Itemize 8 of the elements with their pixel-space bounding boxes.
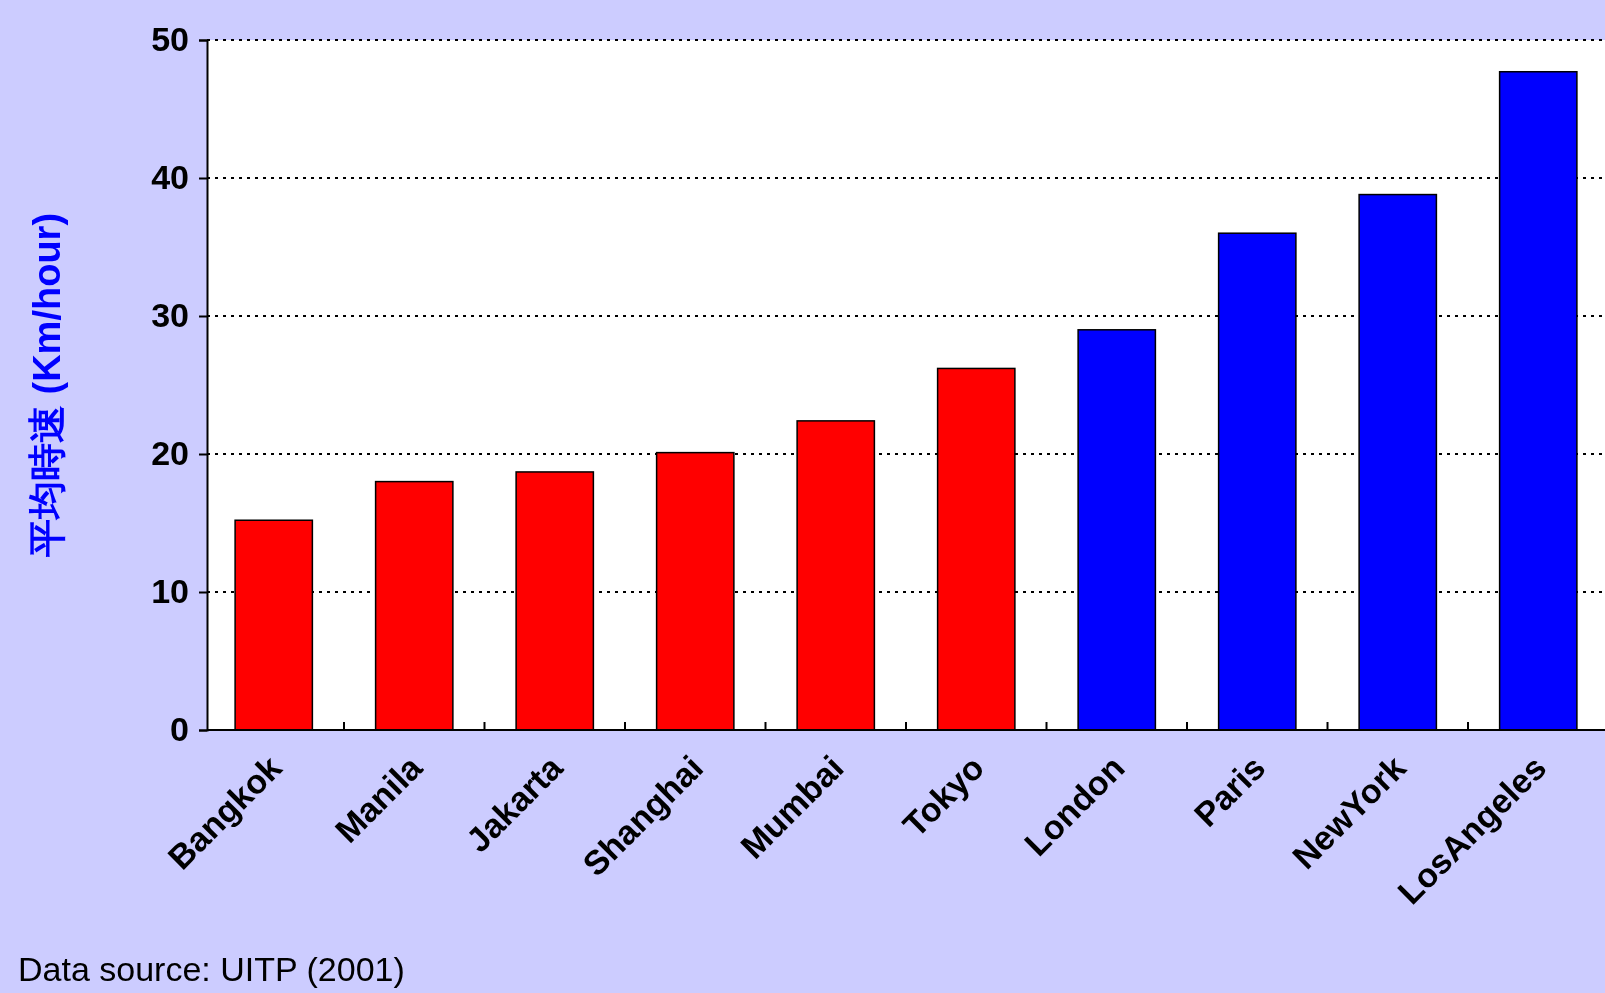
source-note: Data source: UITP (2001) bbox=[18, 950, 405, 988]
y-tick-label: 10 bbox=[151, 572, 189, 611]
y-tick-label: 30 bbox=[151, 296, 189, 335]
y-tick-label: 20 bbox=[151, 434, 189, 473]
y-tick-label: 50 bbox=[151, 20, 189, 59]
y-axis-title: 平均時速 (Km/hour) bbox=[26, 212, 68, 558]
y-tick-label: 0 bbox=[170, 710, 189, 749]
y-tick-label: 40 bbox=[151, 158, 189, 197]
